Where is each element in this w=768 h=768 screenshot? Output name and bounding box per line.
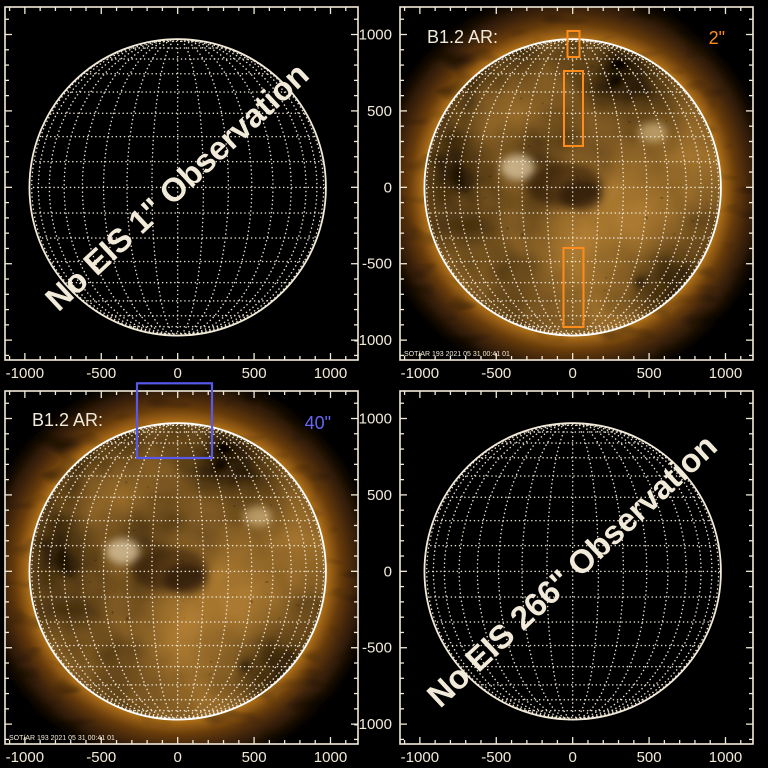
- svg-text:-500: -500: [361, 640, 391, 657]
- svg-text:1000: 1000: [358, 27, 391, 44]
- svg-text:-500: -500: [481, 749, 511, 766]
- svg-text:0: 0: [173, 749, 181, 766]
- svg-text:2": 2": [708, 28, 724, 48]
- svg-text:500: 500: [636, 749, 661, 766]
- svg-text:500: 500: [366, 487, 391, 504]
- svg-text:0: 0: [383, 179, 391, 196]
- svg-text:-1000: -1000: [353, 716, 391, 733]
- svg-text:-500: -500: [361, 256, 391, 273]
- svg-text:-1000: -1000: [5, 749, 43, 766]
- svg-text:B1.2 AR:: B1.2 AR:: [427, 27, 498, 47]
- svg-text:-1000: -1000: [400, 749, 438, 766]
- svg-text:-500: -500: [86, 749, 116, 766]
- svg-text:40": 40": [304, 413, 330, 433]
- svg-text:-1000: -1000: [353, 332, 391, 349]
- svg-text:1000: 1000: [313, 749, 346, 766]
- svg-text:500: 500: [241, 749, 266, 766]
- svg-text:1000: 1000: [358, 411, 391, 428]
- svg-text:500: 500: [366, 103, 391, 120]
- svg-text:1000: 1000: [708, 749, 741, 766]
- svg-text:B1.2 AR:: B1.2 AR:: [32, 410, 103, 430]
